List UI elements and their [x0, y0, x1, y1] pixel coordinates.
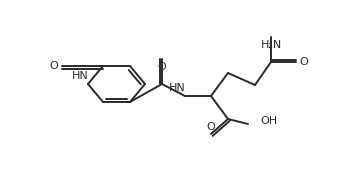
- Text: O: O: [49, 61, 58, 71]
- Text: O: O: [158, 62, 166, 72]
- Text: HN: HN: [72, 71, 88, 81]
- Text: O: O: [206, 122, 215, 132]
- Text: OH: OH: [260, 116, 277, 126]
- Text: O: O: [300, 57, 308, 67]
- Text: HN: HN: [169, 83, 185, 93]
- Text: H₂N: H₂N: [260, 40, 282, 50]
